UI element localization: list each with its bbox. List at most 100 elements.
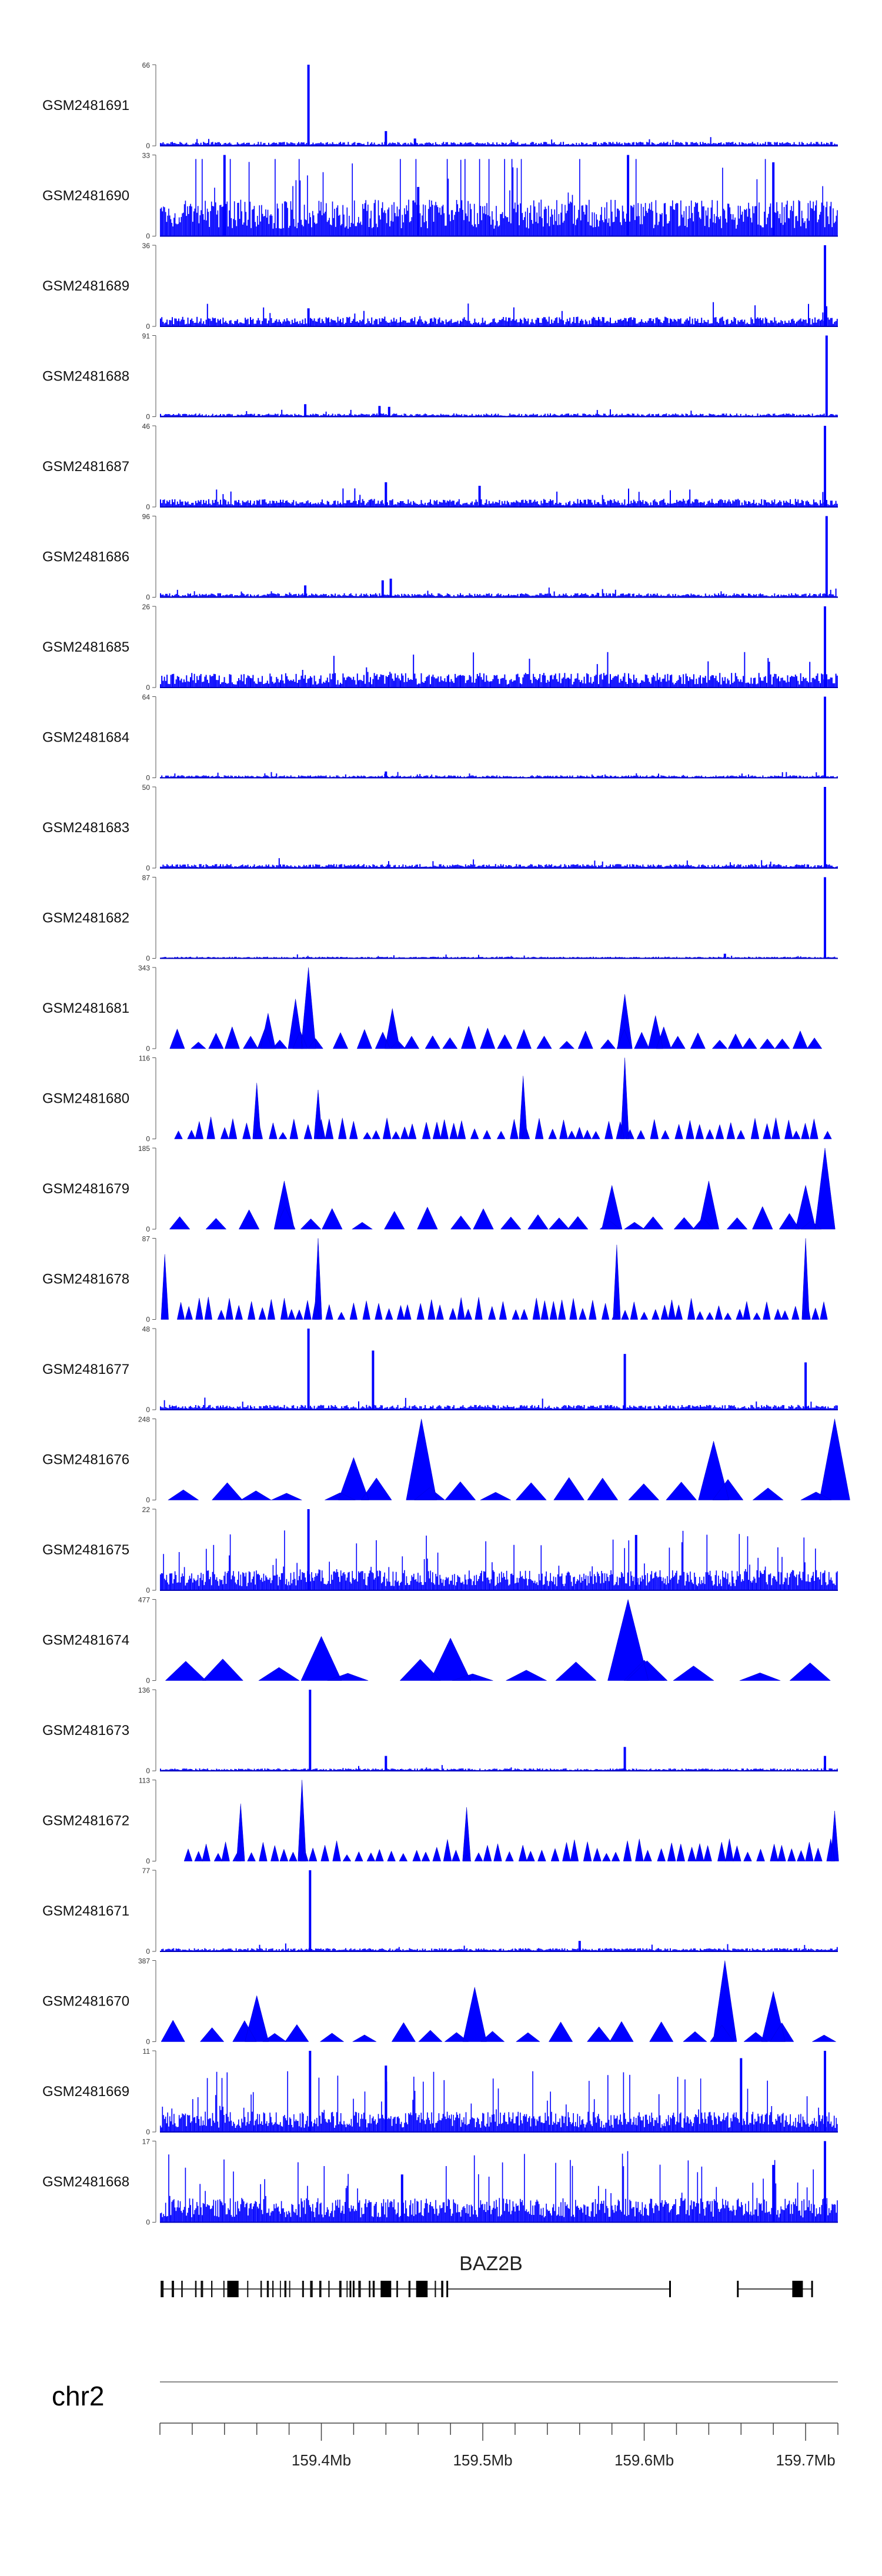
signal-bars xyxy=(160,65,838,146)
track-GSM2481678: GSM2481678 87 0 xyxy=(42,1235,828,1324)
signal-bars xyxy=(160,696,838,778)
y-min-label: 0 xyxy=(146,593,150,602)
genome-axis: chr2 159.4Mb 159.5Mb 159.6Mb 159.7Mb xyxy=(52,2381,838,2469)
gene-exon xyxy=(302,2281,304,2297)
y-min-label: 0 xyxy=(146,1586,150,1594)
y-max-label: 185 xyxy=(138,1144,150,1153)
y-min-label: 0 xyxy=(146,1045,150,1053)
track-label: GSM2481678 xyxy=(42,1272,129,1287)
y-max-label: 48 xyxy=(142,1325,151,1333)
track-label: GSM2481672 xyxy=(42,1813,129,1829)
track-GSM2481680: GSM2481680 116 0 xyxy=(42,1055,832,1143)
signal-bars xyxy=(160,787,838,868)
y-max-label: 46 xyxy=(142,422,151,431)
track-label: GSM2481689 xyxy=(42,278,129,294)
track-GSM2481688: GSM2481688 91 0 xyxy=(42,332,838,421)
y-max-label: 64 xyxy=(142,693,151,702)
y-min-label: 0 xyxy=(146,142,150,150)
track-label: GSM2481691 xyxy=(42,98,129,114)
y-min-label: 0 xyxy=(146,1225,150,1233)
signal-tracks: GSM2481691660GSM2481690330GSM2481689360G… xyxy=(42,61,850,2227)
y-min-label: 0 xyxy=(146,1947,150,1956)
y-max-label: 17 xyxy=(142,2138,151,2146)
track-GSM2481673: GSM2481673 136 0 xyxy=(42,1686,838,1775)
gene-exon xyxy=(346,2281,348,2297)
gene-exon xyxy=(339,2281,342,2297)
signal-bars xyxy=(160,155,838,236)
track-label: GSM2481676 xyxy=(42,1452,129,1468)
y-min-label: 0 xyxy=(146,413,150,421)
track-label: GSM2481673 xyxy=(42,1723,129,1739)
track-label: GSM2481685 xyxy=(42,639,129,655)
track-GSM2481686: GSM2481686 96 0 xyxy=(42,513,838,602)
track-GSM2481668: GSM2481668 17 0 xyxy=(42,2138,838,2227)
track-label: GSM2481677 xyxy=(42,1362,129,1377)
y-max-label: 87 xyxy=(142,1235,151,1243)
track-label: GSM2481681 xyxy=(42,1000,129,1016)
signal-area xyxy=(183,1780,839,1861)
y-max-label: 77 xyxy=(142,1867,151,1875)
y-max-label: 96 xyxy=(142,513,151,521)
gene-exon xyxy=(408,2281,411,2297)
gene-exon xyxy=(372,2281,375,2297)
x-tick-label: 159.7Mb xyxy=(776,2451,836,2469)
y-min-label: 0 xyxy=(146,774,150,782)
gene-exon xyxy=(289,2281,290,2297)
track-GSM2481687: GSM2481687 46 0 xyxy=(42,422,838,511)
gene-exon xyxy=(247,2281,249,2297)
y-min-label: 0 xyxy=(146,683,150,692)
track-GSM2481690: GSM2481690 33 0 xyxy=(42,152,838,241)
gene-exon xyxy=(172,2281,174,2297)
signal-bars xyxy=(160,606,838,688)
gene-exon xyxy=(201,2281,203,2297)
signal-area xyxy=(161,1238,828,1320)
x-tick-label: 159.4Mb xyxy=(292,2451,351,2469)
track-GSM2481689: GSM2481689 36 0 xyxy=(42,242,838,331)
gene-exon xyxy=(441,2281,443,2297)
signal-bars xyxy=(160,1870,838,1951)
signal-bars xyxy=(160,2051,838,2132)
track-GSM2481683: GSM2481683 50 0 xyxy=(42,783,838,872)
y-min-label: 0 xyxy=(146,1406,150,1414)
y-max-label: 26 xyxy=(142,603,151,611)
gene-exon xyxy=(223,2281,225,2297)
y-max-label: 50 xyxy=(142,783,151,792)
track-label: GSM2481668 xyxy=(42,2174,129,2190)
track-GSM2481670: GSM2481670 387 0 xyxy=(42,1957,837,2046)
gene-exon xyxy=(161,2281,164,2297)
gene-exon xyxy=(358,2281,361,2297)
track-GSM2481675: GSM2481675 22 0 xyxy=(42,1506,838,1594)
signal-bars xyxy=(160,1690,838,1771)
gene-exon xyxy=(380,2281,392,2297)
signal-bars xyxy=(160,335,838,417)
y-min-label: 0 xyxy=(146,1857,150,1866)
y-max-label: 33 xyxy=(142,152,151,160)
signal-bars xyxy=(160,2141,838,2223)
signal-bars xyxy=(160,245,838,326)
y-max-label: 66 xyxy=(142,61,151,69)
track-label: GSM2481686 xyxy=(42,549,129,565)
track-GSM2481674: GSM2481674 477 0 xyxy=(42,1596,831,1685)
y-max-label: 387 xyxy=(138,1957,150,1966)
gene-exon xyxy=(435,2281,436,2297)
track-GSM2481679: GSM2481679 185 0 xyxy=(42,1144,836,1233)
track-GSM2481685: GSM2481685 26 0 xyxy=(42,603,838,692)
track-GSM2481676: GSM2481676 248 0 xyxy=(42,1416,850,1504)
track-label: GSM2481680 xyxy=(42,1091,129,1107)
signal-area xyxy=(167,1419,850,1500)
track-label: GSM2481682 xyxy=(42,910,129,926)
gene-exon xyxy=(328,2281,330,2297)
y-max-label: 87 xyxy=(142,874,151,882)
signal-bars xyxy=(160,877,838,959)
signal-area xyxy=(161,1960,837,2042)
track-label: GSM2481688 xyxy=(42,369,129,385)
track-label: GSM2481683 xyxy=(42,820,129,836)
track-GSM2481671: GSM2481671 77 0 xyxy=(42,1867,838,1956)
gene-exon xyxy=(266,2281,269,2297)
gene-label: BAZ2B xyxy=(459,2253,523,2275)
y-max-label: 116 xyxy=(139,1055,150,1063)
track-label: GSM2481671 xyxy=(42,1903,129,1919)
track-label: GSM2481679 xyxy=(42,1181,129,1197)
track-GSM2481684: GSM2481684 64 0 xyxy=(42,693,838,782)
